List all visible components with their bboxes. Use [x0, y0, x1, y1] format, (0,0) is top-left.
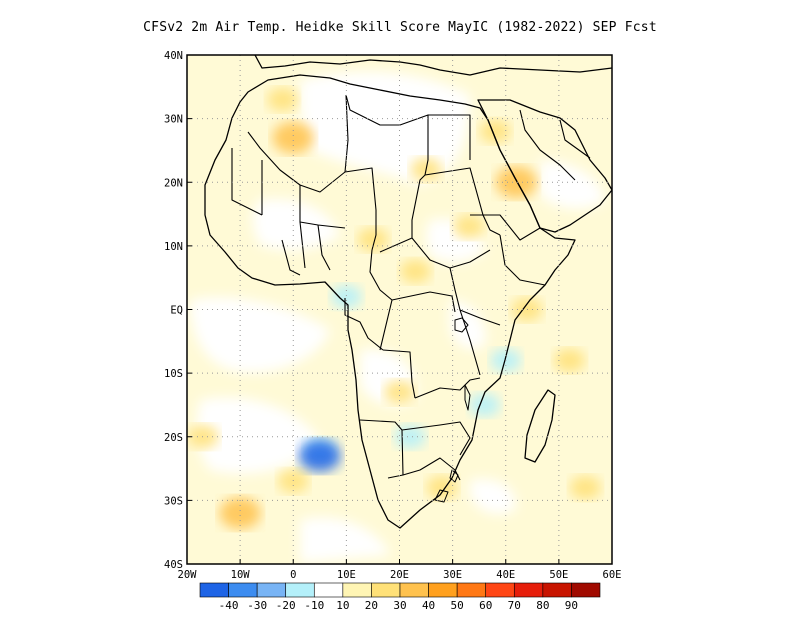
skill-patch	[426, 475, 458, 500]
skill-patch	[219, 497, 261, 530]
colorbar-swatch	[228, 582, 258, 598]
lat-tick-label: EQ	[170, 305, 183, 317]
colorbar-swatch	[256, 582, 287, 598]
lon-tick-label: 10W	[231, 569, 251, 581]
colorbar-swatch	[342, 582, 372, 598]
colorbar-label: -10	[304, 599, 324, 612]
lat-tick-label: 10N	[164, 241, 183, 253]
colorbar-label: 70	[508, 599, 521, 612]
colorbar-label: 40	[422, 599, 435, 612]
lat-tick-label: 30S	[164, 495, 183, 507]
internal-borders	[231, 94, 591, 481]
skill-patch	[452, 214, 485, 239]
colorbar-label: 90	[565, 599, 578, 612]
colorbar-label: -20	[276, 599, 296, 612]
colorbar-swatch	[485, 582, 515, 598]
lat-tick-label: 10S	[164, 368, 183, 380]
skill-patch	[553, 348, 586, 373]
map-title: CFSv2 2m Air Temp. Heidke Skill Score Ma…	[143, 20, 657, 35]
lon-tick-label: 20W	[178, 569, 198, 581]
colorbar-swatch	[313, 582, 344, 598]
lon-tick-label: 10E	[337, 569, 356, 581]
country-borders	[204, 55, 612, 529]
colorbar-swatch	[513, 582, 544, 598]
arabia-coastline	[477, 99, 612, 233]
skill-patch	[267, 87, 299, 112]
graticule	[187, 55, 612, 564]
lakes	[434, 317, 471, 503]
skill-patch	[399, 259, 432, 284]
lon-tick-label: 50E	[549, 569, 568, 581]
colorbar-label: 30	[393, 599, 406, 612]
skill-patch	[357, 227, 389, 252]
skill-patch	[330, 284, 362, 309]
colorbar: -40 -30 -20 -10 10 20 30 40 50 60 70 80 90	[199, 582, 601, 612]
colorbar-label: -40	[219, 599, 239, 612]
lat-tick-label: 20S	[164, 432, 183, 444]
lon-tick-label: 0	[290, 569, 296, 581]
colorbar-swatch	[371, 582, 401, 598]
skill-patch	[569, 475, 602, 500]
lat-tick-label: 30N	[164, 114, 183, 126]
lon-tick-label: 60E	[603, 569, 622, 581]
colorbar-swatch	[285, 582, 315, 598]
madagascar-coastline	[524, 389, 556, 463]
europe-coastline	[254, 55, 612, 76]
colorbar-swatch	[571, 582, 601, 598]
colorbar-label: 20	[365, 599, 378, 612]
skill-shading	[187, 55, 612, 564]
colorbar-swatch	[542, 582, 572, 598]
lat-tick-label: 40S	[164, 559, 183, 571]
skill-patches	[187, 87, 602, 530]
lon-tick-label: 20E	[390, 569, 409, 581]
colorbar-swatch	[456, 582, 487, 598]
colorbar-swatch	[428, 582, 458, 598]
colorbar-swatch	[199, 582, 229, 598]
skill-patch	[383, 380, 416, 405]
skill-patch	[479, 119, 511, 144]
colorbar-label: 50	[451, 599, 464, 612]
colorbar-swatch	[399, 582, 429, 598]
skill-patch	[299, 439, 341, 472]
skill-patch	[495, 166, 538, 199]
colorbar-label: -30	[247, 599, 267, 612]
africa-coastline	[204, 74, 576, 529]
colorbar-label: 10	[336, 599, 349, 612]
lon-tick-label: 40E	[496, 569, 515, 581]
skill-patch	[277, 469, 309, 494]
skill-patch	[272, 121, 315, 154]
lon-tick-label: 30E	[443, 569, 462, 581]
lat-tick-label: 20N	[164, 177, 183, 189]
axis-tick-labels: 20W 10W 0 10E 20E 30E 40E 50E 60E 40N 30N 20N 10N EQ 1…	[164, 50, 621, 581]
colorbar-label: 80	[536, 599, 549, 612]
skill-patch	[468, 392, 501, 417]
lat-tick-label: 40N	[164, 50, 183, 62]
colorbar-label: 60	[479, 599, 492, 612]
